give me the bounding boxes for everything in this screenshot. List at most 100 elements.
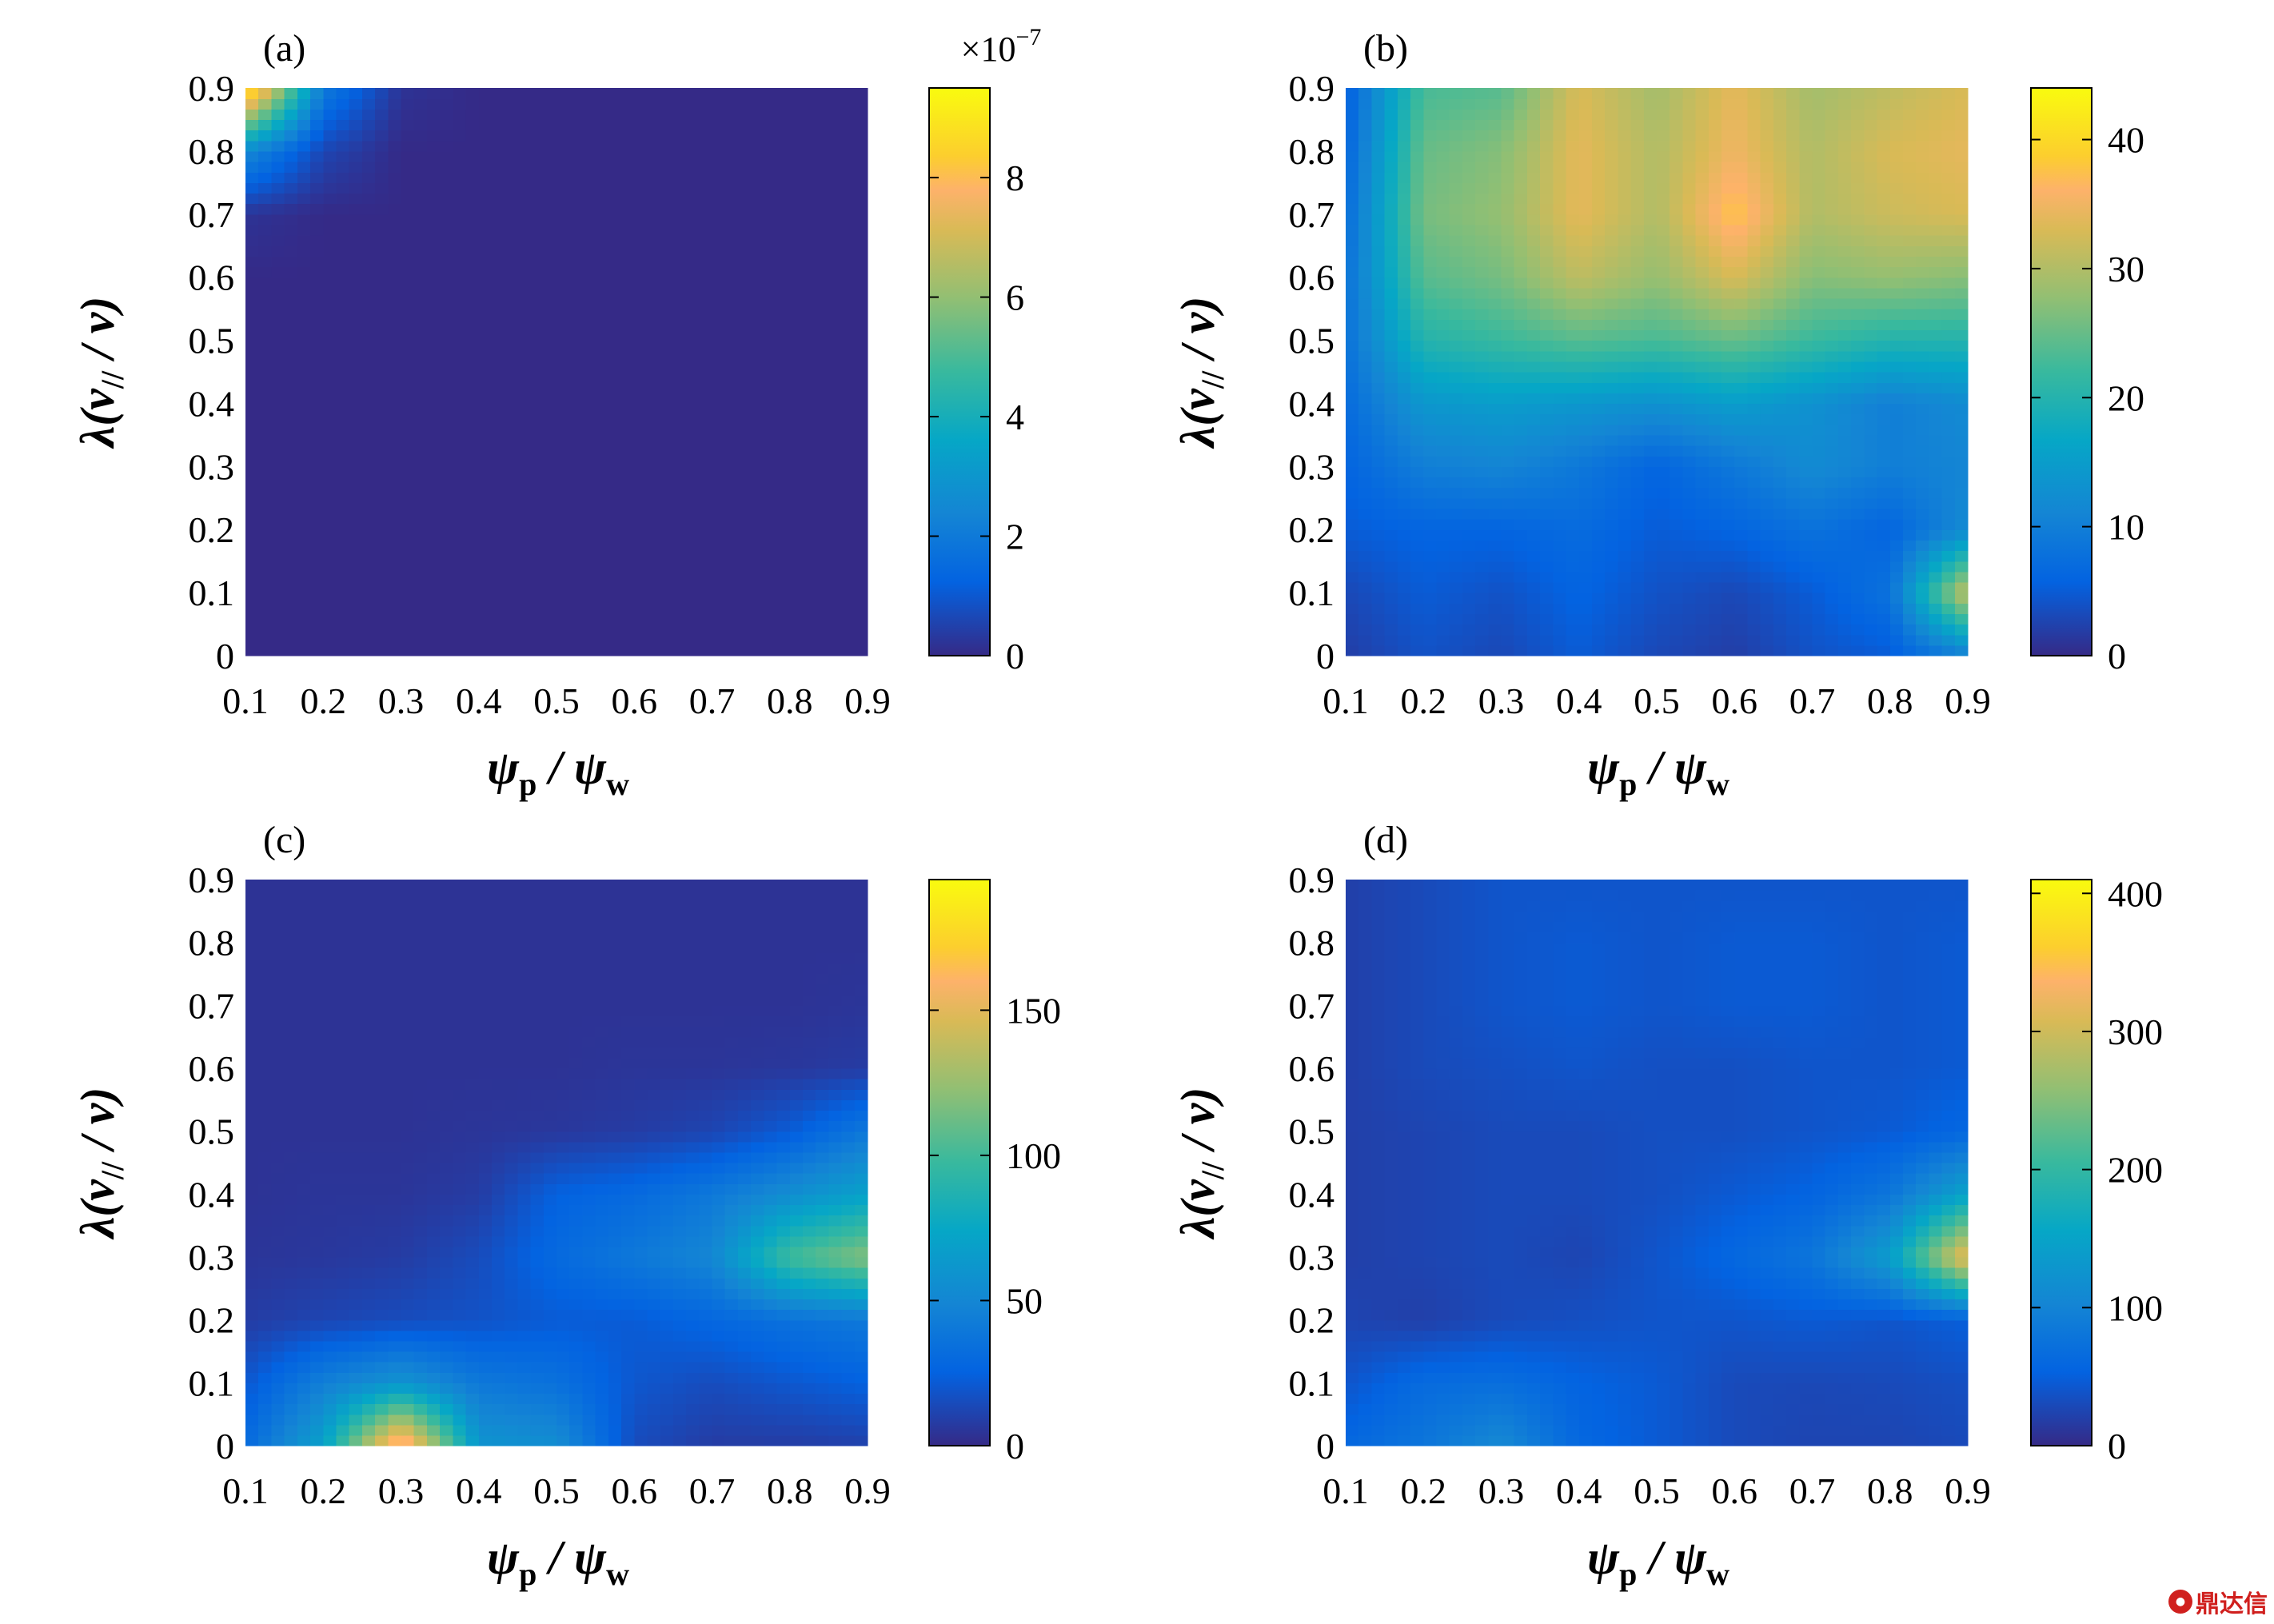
heatmap-cell — [1786, 445, 1800, 457]
heatmap-cell — [557, 162, 570, 173]
heatmap-cell — [388, 329, 402, 341]
heatmap-cell — [401, 350, 415, 362]
heatmap-cell — [1889, 624, 1904, 636]
heatmap-cell — [1837, 329, 1852, 341]
heatmap-cell — [621, 162, 635, 173]
heatmap-cell — [1488, 571, 1502, 583]
heatmap-cell — [1837, 245, 1852, 257]
heatmap-cell — [1436, 613, 1450, 625]
heatmap-cell — [1877, 361, 1891, 373]
heatmap-cell — [1864, 150, 1878, 162]
heatmap-cell — [557, 235, 570, 246]
heatmap-cell — [1540, 477, 1554, 489]
heatmap-cell — [1643, 162, 1658, 173]
heatmap-cell — [764, 235, 778, 246]
heatmap-cell — [478, 140, 493, 152]
heatmap-cell — [776, 634, 791, 646]
heatmap-cell — [1657, 203, 1670, 215]
heatmap-cell — [517, 350, 532, 362]
heatmap-cell — [1488, 456, 1502, 467]
heatmap-cell — [1410, 224, 1424, 236]
heatmap-cell — [1371, 203, 1386, 215]
heatmap-cell — [1760, 529, 1774, 541]
heatmap-cell — [1682, 477, 1697, 489]
heatmap-cell — [1630, 350, 1645, 362]
heatmap-cell — [1786, 309, 1800, 320]
heatmap-cell — [841, 224, 856, 236]
heatmap-cell — [569, 644, 584, 656]
heatmap-cell — [1734, 497, 1749, 509]
heatmap-cell — [1618, 182, 1632, 194]
heatmap-cell — [1501, 150, 1515, 162]
heatmap-cell — [1773, 382, 1787, 393]
heatmap-cell — [1591, 393, 1606, 405]
heatmap-cell — [1825, 508, 1839, 520]
heatmap-cell — [1475, 581, 1489, 593]
heatmap-cell — [1501, 193, 1515, 205]
heatmap-cell — [802, 140, 816, 152]
heatmap-cell — [1877, 266, 1891, 278]
heatmap-cell — [1837, 277, 1852, 289]
heatmap-cell — [1397, 561, 1411, 573]
heatmap-cell — [1358, 235, 1373, 246]
heatmap-cell — [751, 235, 764, 246]
heatmap-cell — [1436, 603, 1450, 615]
heatmap-cell — [751, 624, 764, 636]
heatmap-cell — [712, 434, 726, 446]
heatmap-cell — [841, 603, 856, 615]
heatmap-cell — [608, 256, 622, 268]
heatmap-cell — [595, 297, 609, 309]
heatmap-cell — [349, 235, 363, 246]
heatmap-cell — [491, 477, 505, 489]
heatmap-cell — [1916, 182, 1929, 194]
heatmap-cell — [1475, 382, 1489, 393]
heatmap-cell — [828, 350, 843, 362]
heatmap-cell — [1540, 424, 1554, 436]
heatmap-cell — [1682, 613, 1697, 625]
heatmap-cell — [1902, 340, 1917, 352]
heatmap-cell — [712, 445, 726, 457]
heatmap-cell — [1540, 382, 1554, 393]
heatmap-cell — [1657, 224, 1670, 236]
heatmap-cell — [440, 224, 453, 236]
heatmap-cell — [802, 550, 816, 562]
heatmap-cell — [543, 172, 557, 183]
heatmap-cell — [1618, 150, 1632, 162]
heatmap-cell — [323, 213, 337, 225]
heatmap-cell — [712, 297, 726, 309]
heatmap-cell — [310, 413, 324, 425]
heatmap-cell — [349, 140, 363, 152]
heatmap-cell — [1954, 361, 1969, 373]
heatmap-cell — [1475, 256, 1489, 268]
heatmap-cell — [1851, 287, 1865, 299]
heatmap-cell — [569, 172, 584, 183]
heatmap-cell — [1346, 361, 1359, 373]
heatmap-cell — [505, 329, 518, 341]
heatmap-cell — [1566, 277, 1580, 289]
heatmap-cell — [1786, 162, 1800, 173]
heatmap-cell — [634, 256, 648, 268]
heatmap-cell — [1630, 235, 1645, 246]
heatmap-cell — [1553, 403, 1567, 415]
heatmap-cell — [660, 477, 674, 489]
heatmap-cell — [816, 266, 829, 278]
heatmap-cell — [1864, 550, 1878, 562]
heatmap-cell — [465, 213, 480, 225]
heatmap-cell — [841, 88, 856, 99]
heatmap-cell — [1747, 203, 1761, 215]
heatmap-cell — [1630, 266, 1645, 278]
heatmap-cell — [1670, 413, 1684, 425]
heatmap-cell — [1708, 329, 1722, 341]
heatmap-cell — [1488, 393, 1502, 405]
heatmap-cell — [1889, 256, 1904, 268]
heatmap-cell — [478, 329, 493, 341]
heatmap-cell — [1760, 309, 1774, 320]
heatmap-cell — [1475, 140, 1489, 152]
heatmap-cell — [1812, 309, 1826, 320]
heatmap-cell — [1902, 361, 1917, 373]
heatmap-cell — [699, 372, 713, 383]
heatmap-cell — [816, 593, 829, 604]
heatmap-cell — [1423, 424, 1438, 436]
heatmap-cell — [1410, 540, 1424, 552]
heatmap-cell — [413, 162, 428, 173]
